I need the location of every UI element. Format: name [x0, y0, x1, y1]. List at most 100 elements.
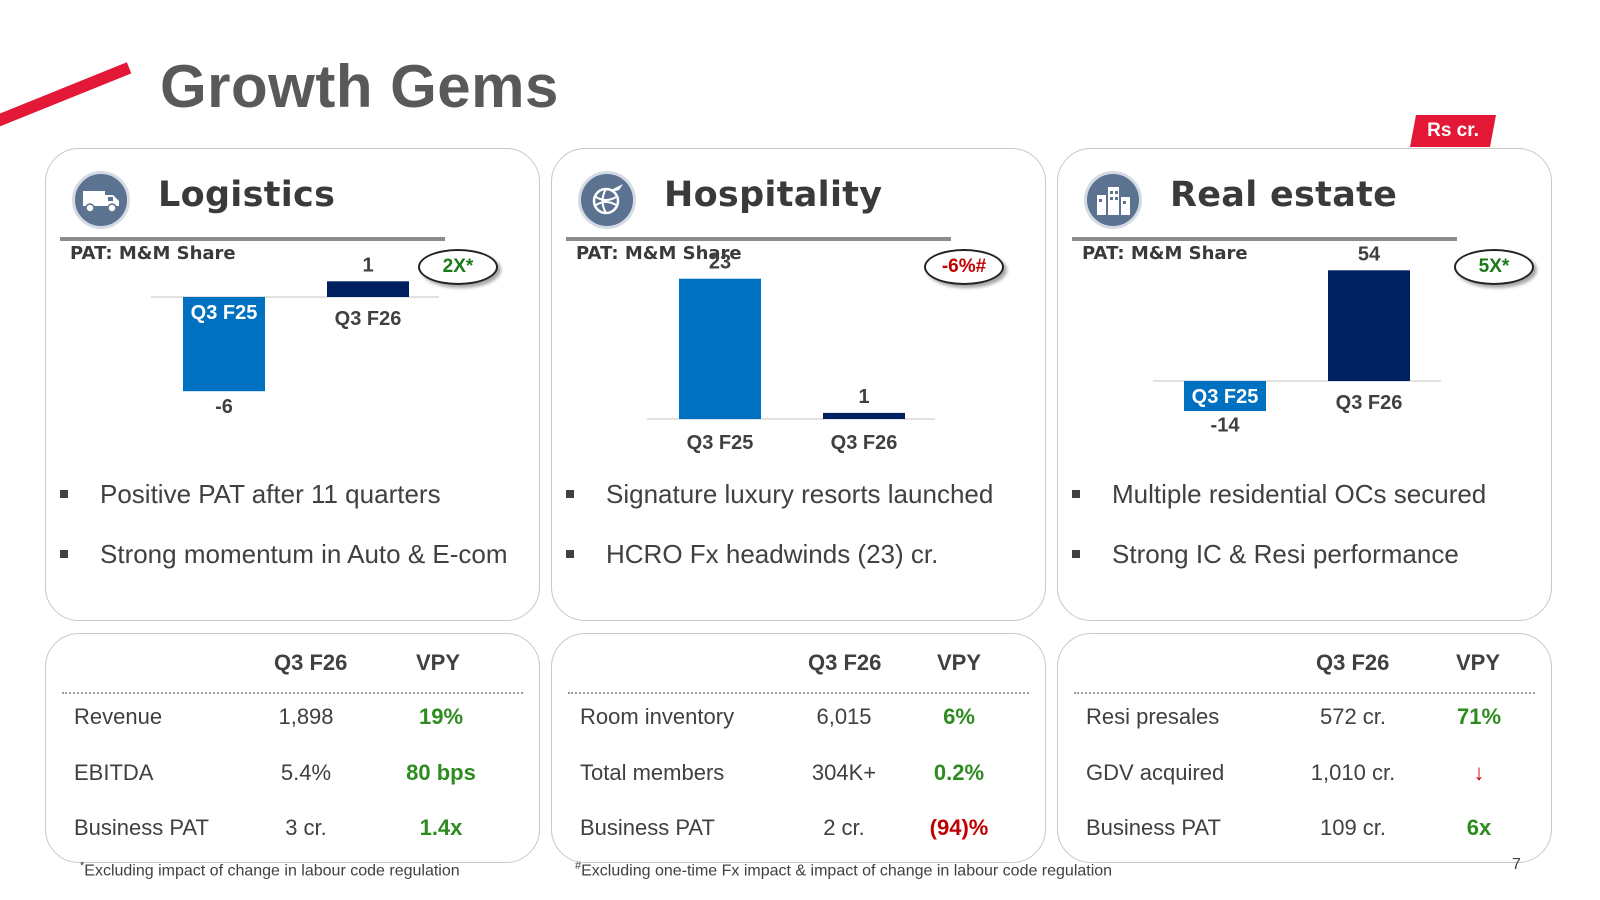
chart-bar — [183, 297, 265, 392]
buildings-icon — [1084, 171, 1142, 229]
bullet-marker — [1072, 490, 1080, 498]
kpi-label: GDV acquired — [1086, 760, 1225, 785]
bullet-list: Positive PAT after 11 quarters Strong mo… — [60, 479, 508, 599]
kpi-label: Business PAT — [1086, 815, 1221, 840]
growth-badge: -6%# — [924, 249, 1004, 285]
table-row: Business PAT 3 cr. 1.4x — [46, 815, 539, 855]
unit-tag: Rs cr. — [1410, 115, 1496, 147]
kpi-label: Revenue — [74, 704, 163, 729]
logistics-kpi-table: Q3 F26 VPY Revenue 1,898 19% EBITDA 5.4%… — [45, 633, 540, 863]
kpi-value: 572 cr. — [1319, 704, 1387, 729]
kpi-value: 5.4% — [280, 760, 332, 785]
kpi-label: Business PAT — [74, 815, 209, 840]
kpi-vpy: (94)% — [929, 815, 989, 840]
section-title: Logistics — [158, 175, 336, 215]
chart-bar — [823, 412, 905, 419]
table-row: GDV acquired 1,010 cr. ↓ — [1058, 760, 1551, 800]
kpi-vpy: 71% — [1456, 704, 1502, 729]
kpi-value: 6,015 — [816, 704, 872, 729]
growth-badge: 5X* — [1454, 249, 1534, 285]
column-header: Q3 F26 — [808, 650, 882, 675]
growth-badge: 2X* — [418, 249, 498, 285]
table-row: Revenue 1,898 19% — [46, 704, 539, 744]
bullet-item: Signature luxury resorts launched — [566, 479, 993, 539]
column-header: Q3 F26 — [1316, 650, 1390, 675]
growth-badge-text: 5X* — [1478, 256, 1510, 277]
kpi-vpy: 19% — [418, 704, 464, 729]
column-header: Q3 F26 — [274, 650, 348, 675]
footnote-left: *Excluding impact of change in labour co… — [80, 860, 460, 880]
category-label: Q3 F26 — [1336, 392, 1403, 414]
category-label: Q3 F25 — [191, 302, 258, 324]
real-estate-header: Real estate — [1072, 163, 1472, 243]
kpi-label: Room inventory — [580, 704, 735, 729]
hospitality-kpi-table: Q3 F26 VPY Room inventory 6,015 6% Total… — [551, 633, 1046, 863]
hospitality-card: Hospitality PAT: M&M Share 23 Q3 F25 1 Q3 F… — [551, 148, 1046, 621]
logistics-card: Logistics PAT: M&M Share -6 Q3 F25 1 Q3 F26… — [45, 148, 540, 621]
data-label: 23 — [709, 252, 731, 274]
kpi-value: 109 cr. — [1319, 815, 1387, 840]
pat-chart: -14 Q3 F25 54 Q3 F26 — [1153, 243, 1441, 437]
header-underline — [1072, 237, 1457, 241]
chart-label: PAT: M&M Share — [576, 243, 742, 264]
kpi-vpy: 1.4x — [419, 815, 463, 840]
bullet-list: Multiple residential OCs secured Strong … — [1072, 479, 1486, 599]
pat-chart: -6 Q3 F25 1 Q3 F26 — [151, 254, 439, 418]
header-underline — [566, 237, 951, 241]
kpi-value: 1,898 — [278, 704, 334, 729]
truck-icon — [72, 171, 130, 229]
kpi-label: EBITDA — [74, 760, 154, 785]
kpi-vpy: 0.2% — [933, 760, 985, 785]
down-arrow-icon: ↓ — [1473, 760, 1485, 785]
kpi-label: Total members — [580, 760, 725, 785]
category-label: Q3 F25 — [687, 432, 754, 454]
chart-bar — [1328, 270, 1410, 381]
bullet-list: Signature luxury resorts launched HCRO F… — [566, 479, 993, 599]
table-row: EBITDA 5.4% 80 bps — [46, 760, 539, 800]
kpi-value: 304K+ — [811, 760, 877, 785]
bullet-marker — [60, 490, 68, 498]
table-row: Business PAT 109 cr. 6x — [1058, 815, 1551, 855]
category-label: Q3 F25 — [1192, 386, 1259, 408]
bullet-marker — [566, 550, 574, 558]
kpi-value: 1,010 cr. — [1310, 760, 1396, 785]
data-label: 1 — [858, 386, 869, 408]
section-title: Real estate — [1170, 175, 1398, 215]
category-label: Q3 F26 — [831, 432, 898, 454]
bullet-item: HCRO Fx headwinds (23) cr. — [566, 539, 993, 599]
real-estate-card: Real estate PAT: M&M Share -14 Q3 F25 54 Q3… — [1057, 148, 1552, 621]
kpi-label: Resi presales — [1086, 704, 1220, 729]
growth-badge-text: 2X* — [442, 256, 474, 277]
table-row: Room inventory 6,015 6% — [552, 704, 1045, 744]
bullet-item: Strong IC & Resi performance — [1072, 539, 1486, 599]
bullet-marker — [566, 490, 574, 498]
chart-label: PAT: M&M Share — [1082, 243, 1248, 264]
pat-chart: 23 Q3 F25 1 Q3 F26 — [647, 252, 935, 454]
bullet-item: Positive PAT after 11 quarters — [60, 479, 508, 539]
section-title: Hospitality — [664, 175, 883, 215]
header-underline — [60, 237, 445, 241]
accent-stripe — [0, 62, 132, 130]
logistics-header: Logistics — [60, 163, 460, 243]
real-estate-kpi-table: Q3 F26 VPY Resi presales 572 cr. 71% GDV… — [1057, 633, 1552, 863]
column-header: VPY — [416, 650, 461, 675]
growth-badge-text: -6%# — [941, 256, 987, 277]
hospitality-header: Hospitality — [566, 163, 966, 243]
chart-bar — [679, 278, 761, 419]
footnote-right: #Excluding one-time Fx impact & impact o… — [575, 860, 1113, 880]
data-label: 1 — [362, 254, 373, 276]
dotted-divider — [568, 692, 1029, 694]
slide-title: Growth Gems — [160, 53, 559, 120]
bullet-item: Multiple residential OCs secured — [1072, 479, 1486, 539]
kpi-vpy: 6% — [943, 704, 975, 729]
dotted-divider — [62, 692, 523, 694]
table-row: Resi presales 572 cr. 71% — [1058, 704, 1551, 744]
dotted-divider — [1074, 692, 1535, 694]
globe-plane-icon — [578, 171, 636, 229]
data-label: -14 — [1211, 415, 1241, 437]
data-label: -6 — [215, 396, 233, 418]
kpi-value: 3 cr. — [285, 815, 327, 840]
bullet-marker — [60, 550, 68, 558]
category-label: Q3 F26 — [335, 308, 402, 330]
kpi-label: Business PAT — [580, 815, 715, 840]
